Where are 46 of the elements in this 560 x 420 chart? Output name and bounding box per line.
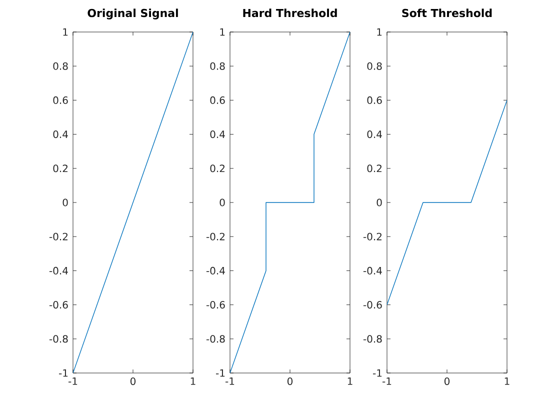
line-series: [230, 32, 350, 373]
y-tick-label: -0.4: [49, 266, 68, 274]
y-tick-label: 0.8: [367, 62, 382, 70]
chart-title: Soft Threshold: [402, 8, 492, 18]
y-tick-label: -0.8: [363, 335, 382, 343]
y-tick-label: -0.2: [363, 232, 382, 240]
y-tick-label: -0.6: [49, 301, 68, 309]
y-tick-label: 0: [220, 198, 225, 206]
y-tick-label: 0.4: [53, 130, 68, 138]
x-tick-label: -1: [226, 378, 234, 385]
y-tick-label: -0.4: [363, 266, 382, 274]
y-tick-label: 0.6: [367, 96, 382, 104]
y-tick-label: -0.6: [363, 301, 382, 309]
y-tick-label: 0.4: [210, 130, 225, 138]
y-tick-label: -0.8: [206, 335, 225, 343]
y-tick-label: -0.4: [206, 266, 225, 274]
y-tick-label: -0.2: [206, 232, 224, 240]
x-tick-label: 1: [348, 378, 352, 385]
y-tick-label: -1: [216, 369, 225, 377]
y-tick-label: 0.2: [210, 164, 224, 172]
y-tick-label: 0.4: [367, 130, 382, 138]
x-tick-label: 1: [190, 378, 196, 385]
x-tick-label: 1: [504, 378, 510, 385]
y-tick-label: 0.8: [210, 62, 225, 70]
chart-title: Hard Threshold: [243, 8, 337, 18]
y-tick-label: 0.2: [53, 164, 68, 172]
y-tick-label: -0.6: [206, 301, 225, 309]
x-tick-label: -1: [382, 378, 392, 385]
y-tick-label: 0.8: [53, 62, 68, 70]
y-tick-label: -1: [373, 369, 382, 377]
y-tick-label: -0.8: [49, 335, 68, 343]
y-tick-label: 0: [376, 198, 382, 206]
y-tick-label: 1: [63, 28, 68, 36]
y-tick-label: 0.2: [367, 164, 382, 172]
chart-title: Original Signal: [88, 8, 178, 20]
x-tick-label: 0: [444, 378, 450, 386]
y-tick-label: -0.2: [49, 232, 68, 240]
y-tick-label: 1: [220, 28, 225, 36]
y-tick-label: 0.6: [210, 96, 225, 104]
y-tick-label: 1: [377, 28, 382, 36]
y-tick-label: 0: [62, 198, 68, 206]
y-tick-label: -1: [58, 369, 68, 377]
x-tick-label: 0: [287, 378, 293, 386]
y-tick-label: 0.6: [53, 96, 68, 104]
x-tick-label: 0: [130, 378, 136, 386]
x-tick-label: -1: [68, 378, 78, 385]
